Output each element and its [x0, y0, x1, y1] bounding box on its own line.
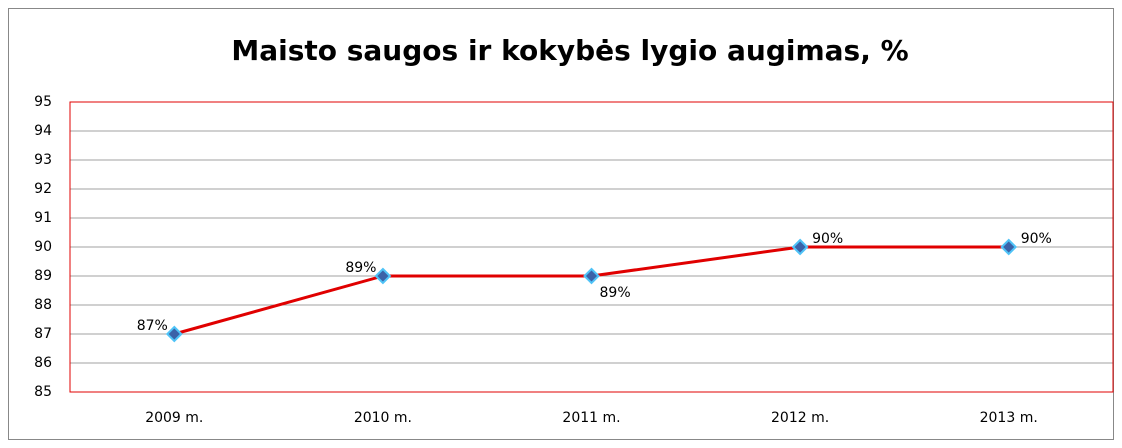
x-tick-label: 2010 m.	[354, 410, 412, 426]
data-label: 90%	[1021, 231, 1052, 247]
x-tick-label: 2012 m.	[771, 410, 829, 426]
y-tick-label: 92	[34, 181, 52, 197]
y-tick-label: 87	[34, 326, 52, 342]
plot-area	[69, 101, 1114, 393]
y-tick-label: 90	[34, 239, 52, 255]
marker	[165, 325, 183, 343]
chart-title: Maisto saugos ir kokybės lygio augimas, …	[231, 34, 908, 67]
x-tick-label: 2011 m.	[562, 410, 620, 426]
y-tick-label: 89	[34, 268, 52, 284]
chart-border	[8, 8, 1114, 440]
y-tick-label: 94	[34, 123, 52, 139]
x-tick-label: 2009 m.	[145, 410, 203, 426]
marker	[1000, 238, 1018, 256]
data-label: 90%	[812, 231, 843, 247]
y-tick-label: 86	[34, 355, 52, 371]
y-tick-label: 95	[34, 94, 52, 110]
y-tick-label: 91	[34, 210, 52, 226]
marker	[374, 267, 392, 285]
y-tick-label: 93	[34, 152, 52, 168]
data-label: 87%	[137, 318, 168, 334]
y-tick-label: 88	[34, 297, 52, 313]
y-tick-label: 85	[34, 384, 52, 400]
data-label: 89%	[345, 260, 376, 276]
x-tick-label: 2013 m.	[980, 410, 1038, 426]
marker	[791, 238, 809, 256]
data-label: 89%	[600, 285, 631, 301]
marker	[583, 267, 600, 285]
